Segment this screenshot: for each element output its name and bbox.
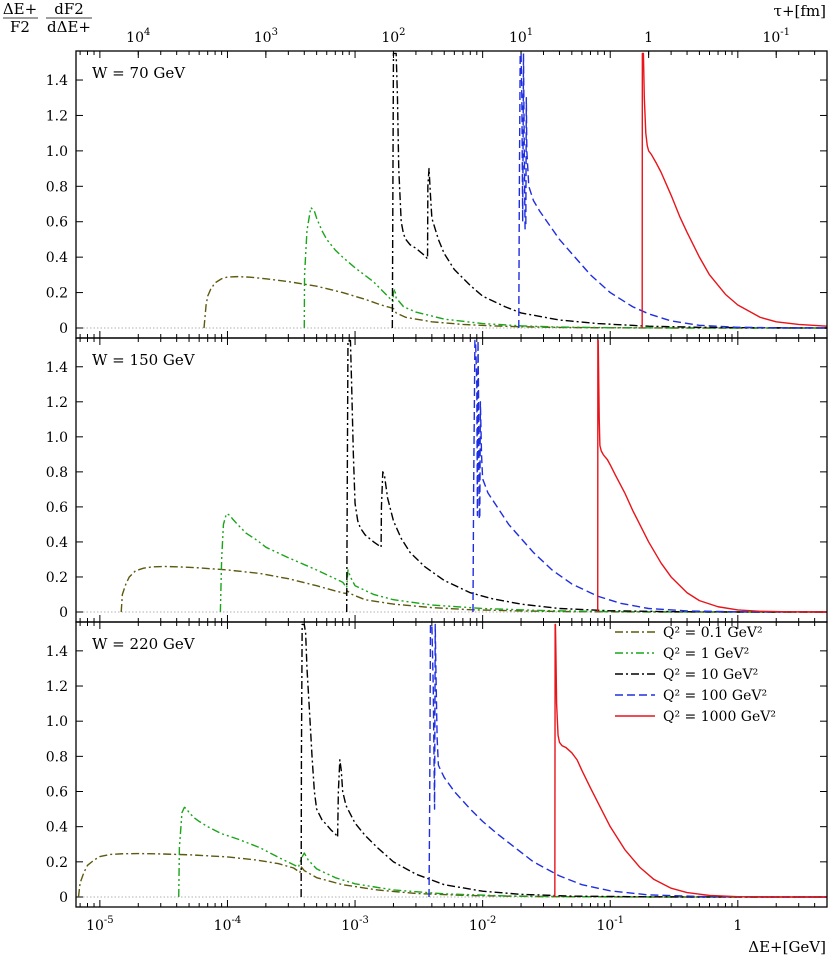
series-group xyxy=(120,339,827,613)
x-tick-label: 10-1 xyxy=(596,915,624,934)
legend-entry: Q² = 0.1 GeV² xyxy=(615,625,763,641)
top-tick-label: 101 xyxy=(509,27,533,46)
series-line-q2-3 xyxy=(428,623,827,898)
legend-entry: Q² = 1 GeV² xyxy=(615,646,749,662)
y-tick-label: 0 xyxy=(59,890,68,906)
series-line-q2-4 xyxy=(641,52,827,329)
y-tick-label: 1.0 xyxy=(46,144,68,160)
series-line-q2-2 xyxy=(345,339,827,613)
legend-label: Q² = 1 GeV² xyxy=(663,646,749,662)
panel-frame xyxy=(75,337,828,623)
series-line-q2-3 xyxy=(518,52,827,329)
series-group xyxy=(203,52,827,329)
legend-entry: Q² = 10 GeV² xyxy=(615,667,758,683)
top-tick-label: 10-1 xyxy=(762,27,790,46)
top-tick-label: 102 xyxy=(381,27,405,46)
panel-frame xyxy=(75,50,828,339)
y-tick-label: 0.6 xyxy=(46,215,68,231)
y-axis-title-num1: ΔE+ xyxy=(3,0,37,18)
series-line-q2-0 xyxy=(120,565,827,613)
series-line-q2-1 xyxy=(303,206,827,329)
y-tick-label: 0.8 xyxy=(46,179,68,195)
y-tick-label: 0.6 xyxy=(46,500,68,516)
y-tick-label: 0 xyxy=(59,321,68,337)
y-tick-label: 0.2 xyxy=(46,570,68,586)
panel-label: W = 70 GeV xyxy=(92,64,186,82)
y-tick-label: 0.2 xyxy=(46,286,68,302)
y-tick-label: 1.4 xyxy=(46,73,68,89)
x-tick-label: 10-5 xyxy=(86,915,114,934)
panel-label: W = 220 GeV xyxy=(92,635,196,653)
y-tick-label: 1.4 xyxy=(46,644,68,660)
y-tick-label: 1.0 xyxy=(46,430,68,446)
x-tick-label: 10-2 xyxy=(469,915,497,934)
panel-frame xyxy=(75,621,828,908)
legend-label: Q² = 0.1 GeV² xyxy=(663,625,763,641)
y-axis-title-den1: F2 xyxy=(10,18,30,36)
series-line-q2-0 xyxy=(203,275,827,329)
legend-label: Q² = 10 GeV² xyxy=(663,667,758,683)
series-line-q2-4 xyxy=(597,339,827,613)
y-tick-label: 0.6 xyxy=(46,785,68,801)
y-tick-label: 1.4 xyxy=(46,360,68,376)
y-tick-label: 1.2 xyxy=(46,395,68,411)
y-tick-label: 0.2 xyxy=(46,855,68,871)
panel-1: 0 0.2 0.4 0.6 0.8 1.0 1.2 1.4 W = 70 GeV xyxy=(46,50,828,339)
y-tick-label: 1.0 xyxy=(46,714,68,730)
legend-label: Q² = 100 GeV² xyxy=(663,688,767,704)
series-line-q2-0 xyxy=(77,852,827,898)
y-tick-label: 0.8 xyxy=(46,465,68,481)
y-tick-label: 0.4 xyxy=(46,820,68,836)
y-tick-label: 0.4 xyxy=(46,535,68,551)
top-tick-label: 1 xyxy=(644,30,653,46)
top-axis-title: τ+[fm] xyxy=(774,2,826,20)
panel-3: 0 0.2 0.4 0.6 0.8 1.0 1.2 1.4 W = 220 GeV xyxy=(46,621,828,908)
panel-label: W = 150 GeV xyxy=(92,351,196,369)
legend-entry: Q² = 1000 GeV² xyxy=(615,709,776,725)
x-tick-label: 1 xyxy=(733,918,742,934)
axes-titles: ΔE+ F2 dF2 dΔE+ τ+[fm] ΔE+[GeV] xyxy=(3,0,826,956)
y-tick-label: 1.2 xyxy=(46,679,68,695)
series-group xyxy=(77,623,827,898)
series-line-q2-2 xyxy=(300,623,827,898)
y-tick-label: 0 xyxy=(59,605,68,621)
y-tick-label: 0.4 xyxy=(46,250,68,266)
series-line-q2-2 xyxy=(391,52,827,329)
top-tick-label: 104 xyxy=(126,27,150,46)
x-tick-label: 10-3 xyxy=(341,915,369,934)
legend: Q² = 0.1 GeV² Q² = 1 GeV² Q² = 10 GeV² Q² =… xyxy=(615,625,776,725)
x-axis-title: ΔE+[GeV] xyxy=(748,938,826,956)
bottom-axis-ticks: 10-5 10-4 10-3 10-2 10-1 1 xyxy=(86,915,742,934)
series-line-q2-4 xyxy=(554,623,827,898)
series-line-q2-1 xyxy=(219,513,827,613)
y-axis-title-num2: dF2 xyxy=(54,0,84,18)
series-line-q2-1 xyxy=(178,806,827,898)
legend-entry: Q² = 100 GeV² xyxy=(615,688,767,704)
panels: 00.20.40.60.81.01.21.4 W = 70 GeV00.20.40… xyxy=(46,50,828,908)
legend-label: Q² = 1000 GeV² xyxy=(663,709,776,725)
y-axis-title-den2: dΔE+ xyxy=(47,18,91,36)
top-axis-ticks: 104 103 102 101 1 10-1 xyxy=(126,27,790,58)
top-tick-label: 103 xyxy=(254,27,278,46)
series-line-q2-3 xyxy=(472,339,827,613)
panel-2: 0 0.2 0.4 0.6 0.8 1.0 1.2 1.4 W = 150 GeV xyxy=(46,337,828,623)
y-tick-label: 0.8 xyxy=(46,749,68,765)
y-tick-label: 1.2 xyxy=(46,108,68,124)
x-tick-label: 10-4 xyxy=(214,915,242,934)
